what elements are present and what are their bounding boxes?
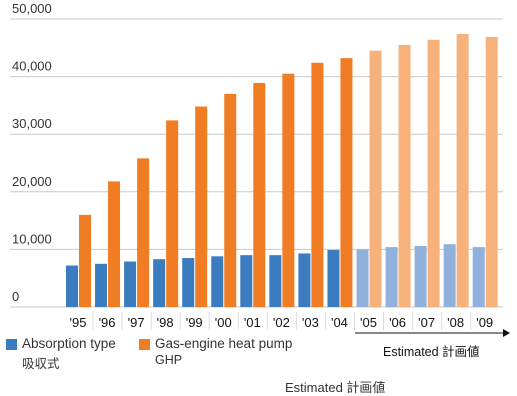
x-axis-labels: '95 '96 '97 '98 '99 '00 '01 '02 '03 '04 '05 '06 '07 '… <box>70 312 493 330</box>
bar-ghp <box>253 82 266 307</box>
y-tick-label: 0 <box>12 289 19 304</box>
bar-absorption <box>327 249 340 307</box>
bar-absorption <box>385 247 398 307</box>
bar-absorption <box>95 263 108 307</box>
bar-ghp <box>137 158 150 307</box>
legend-label-absorption: Absorption type <box>22 336 116 351</box>
bar-absorption <box>414 245 427 307</box>
bar-ghp <box>369 50 382 308</box>
y-tick-label: 20,000 <box>12 174 52 189</box>
bar-ghp <box>282 73 295 307</box>
bar-ghp <box>485 36 498 308</box>
legend-swatch-ghp <box>139 339 150 350</box>
bar-absorption <box>298 253 311 307</box>
x-tick-label: '08 <box>447 315 464 330</box>
y-tick-label: 50,000 <box>12 1 52 16</box>
bar-absorption <box>153 259 166 307</box>
bar-ghp <box>79 214 91 307</box>
bar-ghp <box>195 106 208 307</box>
bar-absorption <box>472 247 485 307</box>
estimated-arrow-head <box>503 329 510 337</box>
y-axis-labels: 0 10,000 20,000 30,000 40,000 50,000 <box>12 1 52 304</box>
x-tick-label: '06 <box>389 315 406 330</box>
estimated-footer-label: Estimated 計画値 <box>285 380 386 395</box>
bar-absorption <box>443 244 456 307</box>
legend-sublabel-absorption: 吸収式 <box>22 357 60 371</box>
x-tick-label: '09 <box>476 315 493 330</box>
bar-ghp <box>427 39 440 308</box>
x-tick-label: '07 <box>418 315 435 330</box>
y-tick-label: 40,000 <box>12 59 52 74</box>
bar-absorption <box>211 256 224 307</box>
bar-absorption <box>269 255 282 307</box>
x-tick-label: '04 <box>331 315 348 330</box>
legend-sublabel-ghp: GHP <box>155 353 183 367</box>
bar-ghp <box>108 181 121 307</box>
bar-absorption <box>66 265 78 307</box>
bar-absorption <box>356 249 369 307</box>
x-tick-label: '01 <box>244 315 261 330</box>
x-tick-label: '95 <box>70 315 87 330</box>
bar-absorption <box>124 261 137 307</box>
x-tick-label: '00 <box>215 315 232 330</box>
bar-ghp <box>340 58 353 307</box>
x-tick-label: '97 <box>128 315 145 330</box>
x-tick-label: '99 <box>186 315 203 330</box>
bar-ghp <box>224 93 237 307</box>
x-tick-label: '02 <box>273 315 290 330</box>
bar-absorption <box>182 258 195 307</box>
y-tick-label: 10,000 <box>12 231 52 246</box>
x-tick-label: '03 <box>302 315 319 330</box>
y-tick-label: 30,000 <box>12 116 52 131</box>
x-tick-label: '05 <box>360 315 377 330</box>
bar-ghp <box>456 33 469 307</box>
bar-ghp <box>398 44 411 308</box>
estimated-label: Estimated 計画値 <box>383 345 480 359</box>
bar-absorption <box>240 255 253 307</box>
legend-label-ghp: Gas-engine heat pump <box>155 336 293 351</box>
estimated-arrow <box>355 329 510 337</box>
x-tick-label: '96 <box>99 315 116 330</box>
bar-ghp <box>166 120 179 307</box>
x-tick-label: '98 <box>157 315 174 330</box>
bar-ghp <box>311 62 324 307</box>
bars <box>66 33 498 308</box>
legend-swatch-absorption <box>6 339 17 350</box>
